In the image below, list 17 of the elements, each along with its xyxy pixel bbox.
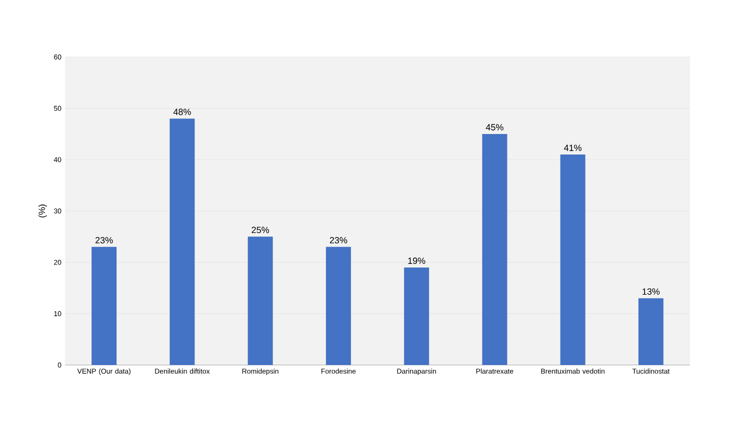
data-label: 23% bbox=[96, 237, 113, 244]
bar bbox=[482, 134, 508, 365]
data-label: 23% bbox=[330, 237, 348, 244]
bar bbox=[404, 267, 430, 365]
data-label: 19% bbox=[408, 258, 426, 264]
data-label: 13% bbox=[642, 288, 660, 295]
data-label: 45% bbox=[486, 124, 504, 130]
bar bbox=[560, 154, 586, 365]
data-label: 25% bbox=[252, 226, 270, 234]
bar bbox=[170, 118, 195, 365]
bar bbox=[92, 246, 117, 365]
y-axis-title: (%) bbox=[38, 204, 47, 218]
data-label: 48% bbox=[173, 108, 191, 116]
bar bbox=[326, 246, 351, 365]
data-label: 41% bbox=[564, 144, 582, 151]
bar bbox=[638, 298, 664, 365]
bar bbox=[248, 236, 273, 365]
